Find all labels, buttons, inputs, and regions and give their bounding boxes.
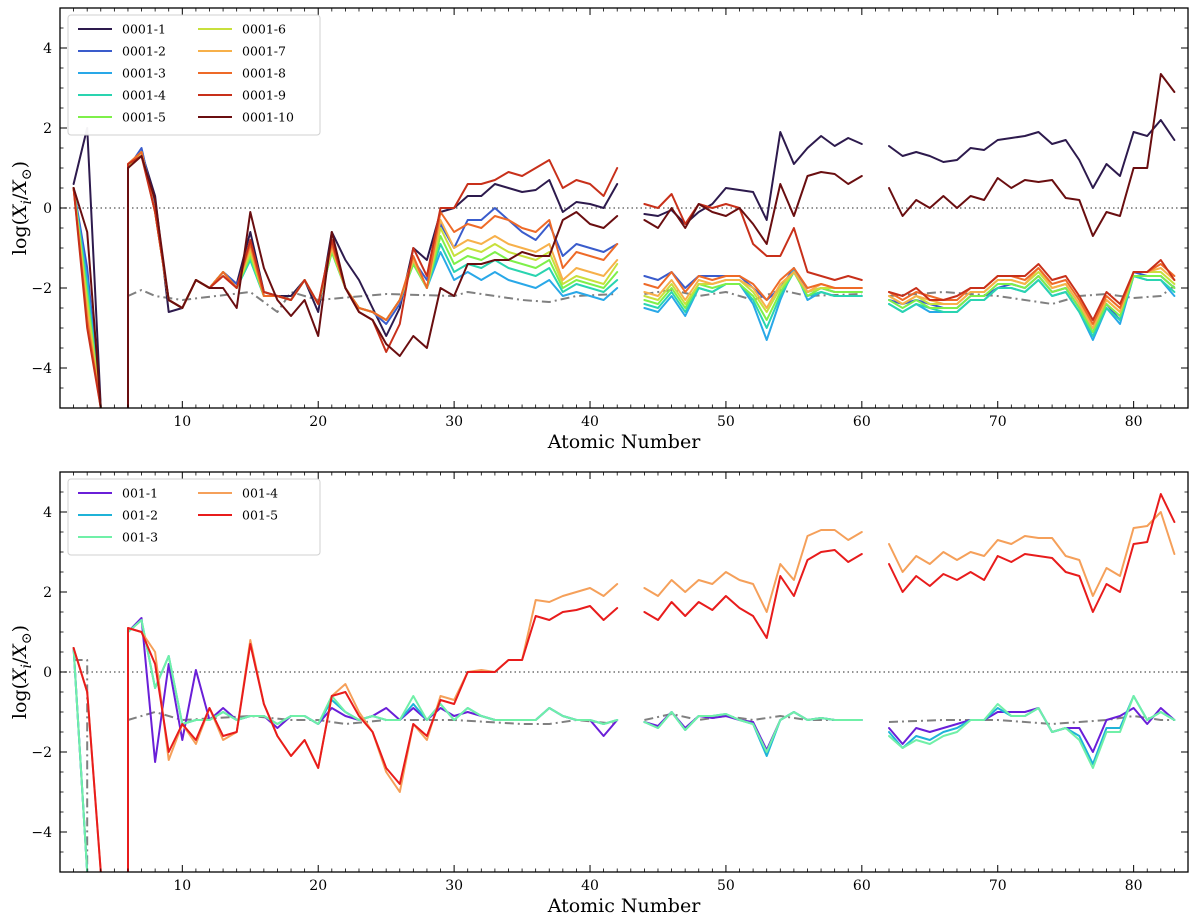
legend-item: 0001-7 xyxy=(198,44,286,59)
y-tick-label: −2 xyxy=(31,745,52,761)
y-axis-label-part: / xyxy=(9,193,31,200)
x-tick-label: 40 xyxy=(581,414,599,430)
legend-item: 0001-10 xyxy=(198,110,294,125)
y-tick-label: −4 xyxy=(31,825,52,841)
x-tick-label: 40 xyxy=(581,878,599,894)
legend-label: 0001-3 xyxy=(122,66,166,81)
legend-item: 001-5 xyxy=(198,508,278,523)
plot-area xyxy=(72,73,1176,408)
x-tick-label: 10 xyxy=(173,414,191,430)
legend-box xyxy=(67,478,321,556)
x-tick-label: 80 xyxy=(1125,414,1143,430)
x-tick-label: 70 xyxy=(989,414,1007,430)
y-axis-label-part: ⊙ xyxy=(19,168,35,180)
y-tick-label: 0 xyxy=(43,665,52,681)
legend: 0001-1 0001-2 0001-3 0001-4 0001-5 0001-6 0001… xyxy=(67,14,321,136)
legend-label: 001-3 xyxy=(122,530,158,545)
series-line-0001-1 xyxy=(72,119,1176,408)
y-tick-label: 2 xyxy=(43,585,52,601)
bottom-panel: 10 20 30 40 50 60 70 80 −4 −2 0 2 4 Atomic Number log(… xyxy=(9,471,1189,917)
y-axis-label-part: ) xyxy=(9,625,31,632)
legend-label: 0001-8 xyxy=(242,66,286,81)
y-tick-label: −2 xyxy=(31,281,52,297)
x-tick-label: 50 xyxy=(717,414,735,430)
legend-label: 0001-7 xyxy=(242,44,286,59)
legend-item: 001-4 xyxy=(198,486,278,501)
legend-item: 001-3 xyxy=(78,530,158,545)
x-tick-label: 70 xyxy=(989,878,1007,894)
series-line-0001-9 xyxy=(72,155,1176,408)
legend-label: 0001-9 xyxy=(242,88,286,103)
legend-label: 001-2 xyxy=(122,508,158,523)
series-line-0001-10 xyxy=(72,73,1176,408)
x-tick-label: 10 xyxy=(173,878,191,894)
y-axis-label-part: / xyxy=(9,657,31,664)
legend-item: 001-1 xyxy=(78,486,158,501)
legend-label: 001-4 xyxy=(242,486,278,501)
legend-box xyxy=(67,14,321,136)
legend-item: 0001-5 xyxy=(78,110,166,125)
legend-label: 0001-2 xyxy=(122,44,166,59)
legend-item: 0001-9 xyxy=(198,88,286,103)
y-axis-label: log(Xi/X⊙) xyxy=(9,625,35,719)
series-line-001-4 xyxy=(72,511,1176,872)
x-tick-label: 80 xyxy=(1125,878,1143,894)
x-axis-label: Atomic Number xyxy=(547,895,702,917)
y-tick-label: 0 xyxy=(43,201,52,217)
series-line-001-1 xyxy=(72,617,1176,872)
x-tick-label: 30 xyxy=(445,878,463,894)
top-panel: 10 20 30 40 50 60 70 80 −4 −2 0 2 4 Atomic Number log(… xyxy=(9,7,1189,453)
legend-item: 001-2 xyxy=(78,508,158,523)
x-tick-label: 60 xyxy=(853,414,871,430)
series-line-001-5 xyxy=(72,493,1176,872)
legend-item: 0001-1 xyxy=(78,22,166,37)
legend-label: 0001-10 xyxy=(242,110,294,125)
y-tick-label: 4 xyxy=(43,505,52,521)
legend-label: 0001-6 xyxy=(242,22,286,37)
series-line-001-3 xyxy=(72,619,1176,872)
y-axis-label-part: log( xyxy=(9,218,31,255)
legend-item: 0001-3 xyxy=(78,66,166,81)
y-axis-label-part: X xyxy=(9,179,31,196)
legend-label: 0001-4 xyxy=(122,88,166,103)
x-tick-label: 20 xyxy=(309,414,327,430)
legend-item: 0001-2 xyxy=(78,44,166,59)
legend-label: 001-5 xyxy=(242,508,278,523)
y-axis-label-part: X xyxy=(9,667,31,684)
legend-item: 0001-6 xyxy=(198,22,286,37)
legend-item: 0001-8 xyxy=(198,66,286,81)
x-tick-label: 60 xyxy=(853,878,871,894)
legend: 001-1 001-2 001-3 001-4 001-5 xyxy=(67,478,321,556)
legend-label: 0001-1 xyxy=(122,22,166,37)
y-axis-label-part: X xyxy=(9,203,31,220)
y-axis-label-part: X xyxy=(9,643,31,660)
x-tick-label: 30 xyxy=(445,414,463,430)
x-tick-label: 20 xyxy=(309,878,327,894)
x-tick-label: 50 xyxy=(717,878,735,894)
legend-label: 0001-5 xyxy=(122,110,166,125)
y-axis-label-part: i xyxy=(19,664,35,668)
legend-label: 001-1 xyxy=(122,486,158,501)
plot-area xyxy=(72,493,1176,872)
y-tick-label: 2 xyxy=(43,121,52,137)
y-axis-label-part: ) xyxy=(9,161,31,168)
baseline-dashdot-line xyxy=(73,659,1175,872)
y-tick-label: 4 xyxy=(43,41,52,57)
y-axis-label: log(Xi/X⊙) xyxy=(9,161,35,255)
series-line-001-2 xyxy=(72,619,1176,872)
x-axis-label: Atomic Number xyxy=(547,431,702,453)
y-tick-label: −4 xyxy=(31,361,52,377)
y-axis-label-part: i xyxy=(19,200,35,204)
legend-item: 0001-4 xyxy=(78,88,166,103)
y-axis-label-part: ⊙ xyxy=(19,632,35,644)
y-axis-label-part: log( xyxy=(9,682,31,719)
